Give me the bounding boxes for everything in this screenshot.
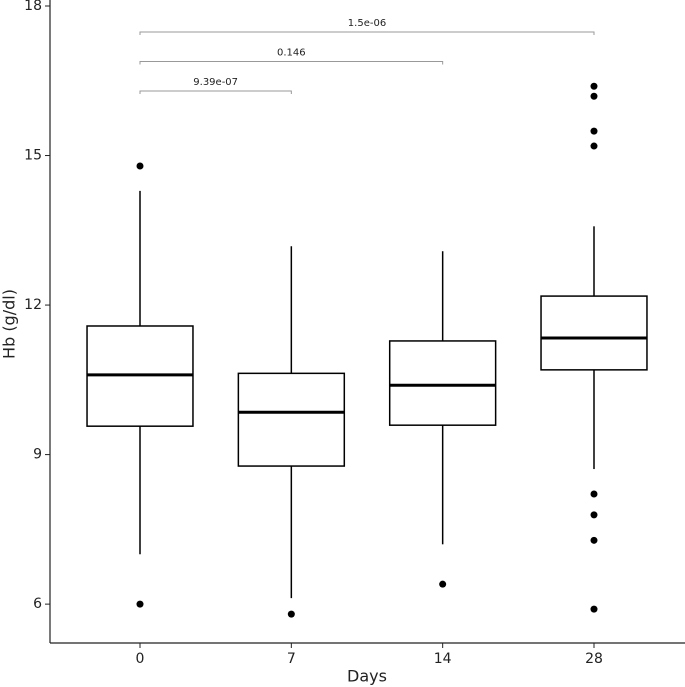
outlier [136,162,144,170]
y-tick-label: 9 [33,447,42,463]
box [540,295,648,371]
outlier [136,600,144,608]
comparison-bracket [139,61,444,65]
outlier [590,82,598,90]
outlier [439,580,447,588]
outlier [590,511,598,519]
x-tick-label: 28 [585,651,603,667]
y-tick-label: 18 [24,0,42,14]
p-value: 9.39e-07 [193,77,238,88]
x-tick-label: 14 [434,651,452,667]
y-tick-label: 15 [24,148,42,164]
y-tick-label: 6 [33,596,42,612]
p-value: 0.146 [277,48,306,59]
outlier [287,610,295,618]
box [237,372,346,467]
y-tick-label: 12 [24,297,42,313]
x-tick-label: 0 [136,651,145,667]
x-tick-label: 7 [287,651,296,667]
outlier [590,127,598,135]
comparison-bracket [139,90,292,94]
y-axis-title: Hb (g/dl) [0,289,19,359]
comparison-bracket [139,31,595,35]
box [388,340,497,426]
p-value: 1.5e-06 [348,18,386,29]
outlier [590,490,598,498]
x-axis-title: Days [347,667,387,686]
outlier [590,605,598,613]
outlier [590,92,598,100]
outlier [590,536,598,544]
outlier [590,142,598,150]
